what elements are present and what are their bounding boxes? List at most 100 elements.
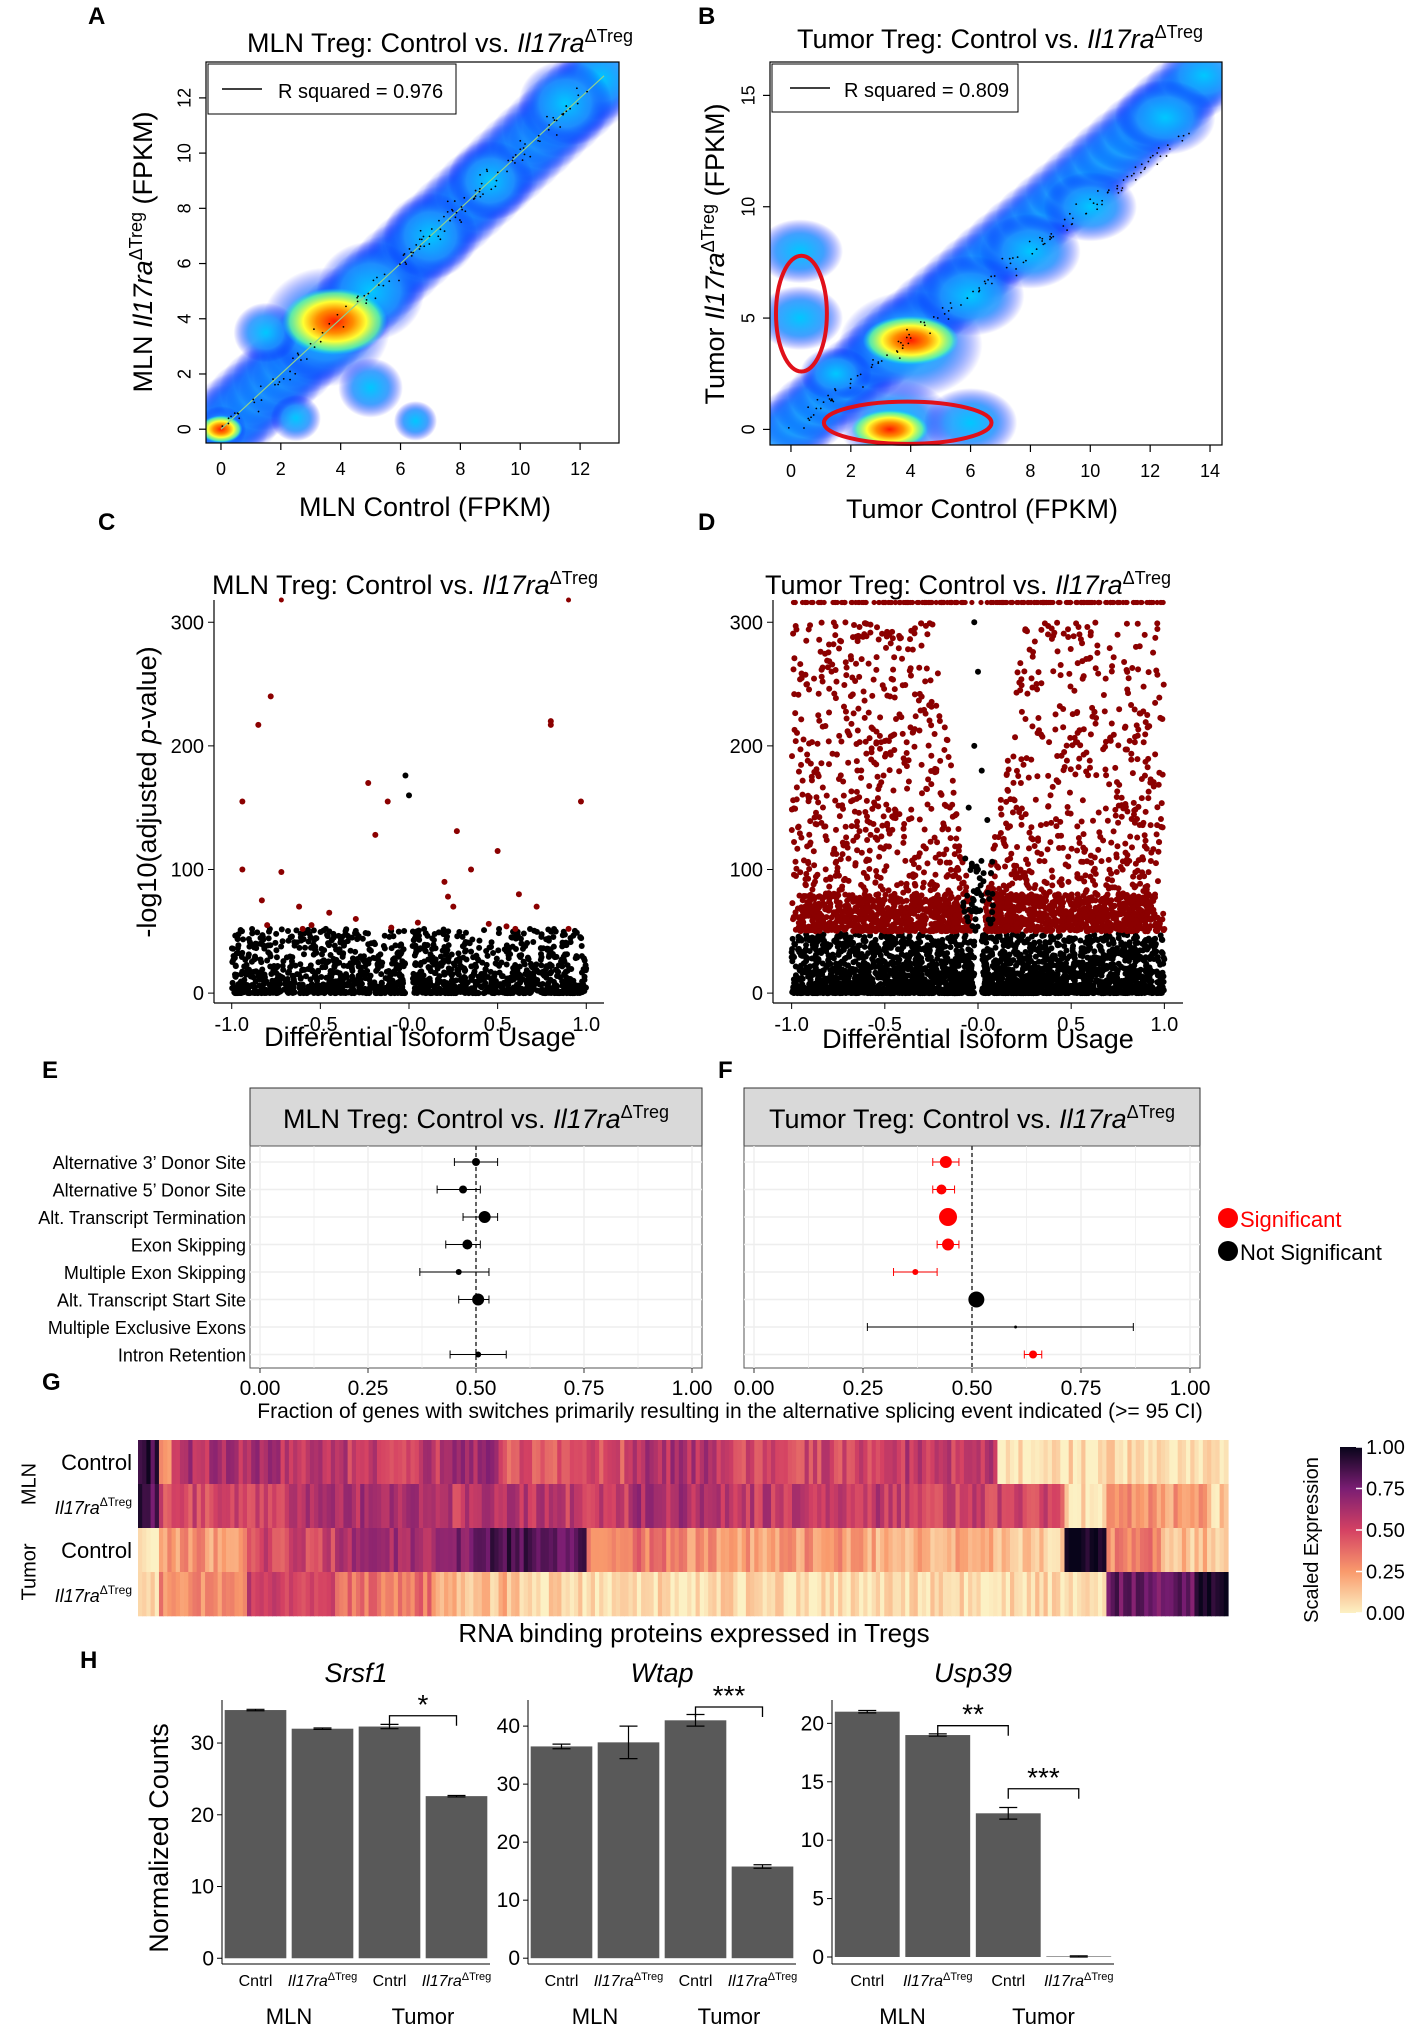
- panel-c-nonsignificant-point: [388, 945, 395, 952]
- panel-b-data-point: [1096, 203, 1099, 206]
- panel-d-nonsignificant-point: [1086, 988, 1093, 995]
- panel-a-y-tick-label: 2: [175, 369, 195, 379]
- panel-d-nonsignificant-point: [835, 951, 842, 958]
- panel-d-significant-point: [793, 784, 800, 791]
- panel-c-significant-point: [326, 909, 333, 916]
- panel-c-nonsignificant-point: [431, 969, 438, 976]
- panel-d-nonsignificant-point: [1008, 968, 1015, 975]
- panel-a-data-point: [521, 159, 524, 162]
- panel-b-data-point: [1166, 144, 1169, 146]
- panel-d-significant-point: [1060, 767, 1067, 774]
- panel-c-nonsignificant-point: [512, 962, 519, 969]
- panel-d-nonsignificant-point: [820, 980, 827, 987]
- panel-c-nonsignificant-point: [240, 936, 247, 943]
- panel-a-data-point: [453, 200, 456, 202]
- panel-b-highlight-ellipse: [773, 253, 829, 374]
- panel-d-significant-point: [963, 872, 970, 879]
- panel-d-nonsignificant-point: [1003, 953, 1010, 960]
- panel-b-data-point: [1041, 237, 1044, 240]
- panel-b-data-point: [1177, 135, 1180, 138]
- panel-d-nonsignificant-point: [988, 950, 995, 957]
- panel-c-nonsignificant-point: [278, 926, 285, 933]
- panel-b-data-point: [1066, 229, 1068, 232]
- panel-c-nonsignificant-point: [367, 972, 374, 979]
- panel-c-nonsignificant-point: [462, 929, 469, 936]
- panel-c-nonsignificant-point: [263, 986, 270, 993]
- panel-a-data-point: [547, 128, 550, 131]
- panel-d-volcano: Tumor Treg: Control vs. Il17raΔTreg Diff…: [730, 568, 1183, 1054]
- panel-a-data-point: [221, 425, 224, 428]
- panel-b-data-point: [923, 321, 926, 324]
- panel-a-data-point: [277, 383, 280, 386]
- panel-d-significant-point: [850, 710, 857, 717]
- panel-c-nonsignificant-point: [320, 957, 327, 964]
- panel-d-nonsignificant-point: [870, 951, 877, 958]
- panel-c-nonsignificant-point: [427, 980, 434, 987]
- panel-d-nonsignificant-point: [1064, 955, 1071, 962]
- panel-a-data-point: [553, 119, 556, 122]
- panel-d-nonsignificant-point: [910, 979, 917, 986]
- panel-d-significant-point: [1091, 854, 1098, 861]
- panel-c-nonsignificant-point: [530, 939, 537, 946]
- panel-c-nonsignificant-point: [386, 933, 393, 940]
- panel-d-nonsignificant-point: [1028, 978, 1035, 985]
- panel-c-nonsignificant-point: [365, 930, 372, 937]
- panel-d-significant-point: [903, 749, 910, 756]
- panel-b-data-point: [898, 357, 901, 359]
- panel-c-nonsignificant-point: [449, 981, 456, 988]
- panel-a-data-point: [410, 251, 413, 254]
- panel-c-nonsignificant-point: [485, 973, 492, 980]
- panel-d-significant-point: [1017, 779, 1024, 786]
- panel-a-data-point: [537, 134, 540, 137]
- panel-b-data-point: [1181, 139, 1184, 142]
- panel-d-significant-point: [924, 631, 931, 638]
- panel-a-data-point: [328, 322, 331, 325]
- panel-a-data-point: [274, 383, 276, 386]
- panel-a-data-point: [461, 208, 464, 211]
- panel-c-nonsignificant-point: [320, 927, 327, 934]
- panel-c-nonsignificant-point: [313, 949, 320, 956]
- panel-d-significant-point: [836, 813, 843, 820]
- panel-c-nonsignificant-point: [411, 985, 418, 992]
- panel-d-significant-point: [798, 716, 805, 723]
- panel-d-nonsignificant-point: [1010, 988, 1017, 995]
- panel-b-data-point: [822, 401, 825, 404]
- panel-d-significant-point: [865, 709, 872, 716]
- panel-a-data-point: [309, 342, 312, 345]
- panel-c-nonsignificant-point: [417, 961, 424, 968]
- panel-b-data-point: [1121, 187, 1124, 189]
- panel-d-nonsignificant-point: [1063, 947, 1070, 954]
- panel-b-data-point: [1016, 256, 1019, 259]
- panel-d-nonsignificant-point: [1021, 975, 1028, 982]
- panel-d-nonsignificant-point: [1154, 972, 1161, 979]
- panel-c-nonsignificant-point: [238, 953, 245, 960]
- panel-c-nonsignificant-point: [228, 945, 235, 952]
- panel-a-data-point: [289, 370, 291, 373]
- panel-d-nonsignificant-point: [943, 983, 950, 990]
- panel-d-significant-point: [1062, 861, 1069, 868]
- panel-c-nonsignificant-point: [529, 972, 536, 979]
- panel-a-data-point: [430, 228, 433, 230]
- panel-c-nonsignificant-point: [467, 988, 474, 995]
- panel-c-nonsignificant-point: [548, 968, 555, 975]
- panel-d-nonsignificant-point: [1023, 939, 1030, 946]
- panel-d-nonsignificant-point: [1017, 936, 1024, 943]
- panel-c-nonsignificant-point: [359, 935, 366, 942]
- panel-c-nonsignificant-point: [571, 927, 578, 934]
- panel-d-significant-point: [815, 690, 822, 697]
- panel-c-nonsignificant-point: [486, 944, 493, 951]
- panel-d-significant-point: [799, 777, 806, 784]
- panel-b-data-point: [987, 278, 989, 281]
- panel-a-x-label: MLN Control (FPKM): [299, 492, 551, 522]
- panel-c-nonsignificant-point: [334, 969, 341, 976]
- panel-c-x-tick-label: -0.0: [392, 1014, 426, 1036]
- panel-d-nonsignificant-point: [1020, 985, 1027, 992]
- panel-d-nonsignificant-point: [964, 990, 971, 997]
- panel-d-nonsignificant-point: [991, 964, 998, 971]
- panel-d-nonsignificant-point: [1099, 980, 1106, 987]
- panel-d-nonsignificant-point: [822, 941, 829, 948]
- panel-b-density-blob: [980, 213, 1081, 289]
- panel-d-significant-point: [833, 678, 840, 685]
- panel-b-legend-text: R squared = 0.809: [844, 80, 1009, 102]
- panel-b-data-point: [819, 407, 822, 410]
